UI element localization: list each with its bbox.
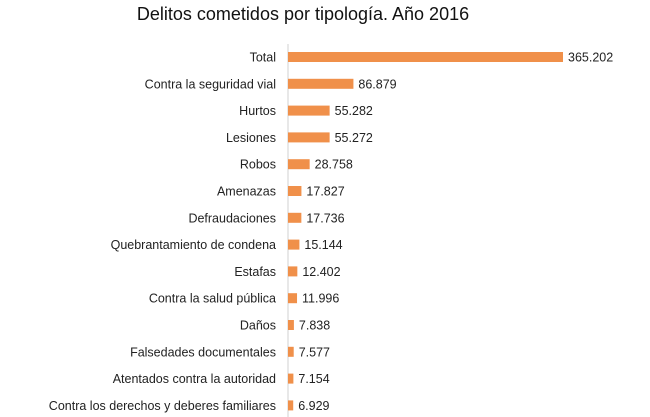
value-label-8: 12.402 [302,265,340,279]
value-labels: 365.202 86.879 55.282 55.272 28.758 17.827 17.… [298,51,613,413]
category-label-13: Contra los derechos y deberes familiares [49,399,276,413]
category-label-0: Total [250,51,276,65]
category-label-7: Quebrantamiento de condena [111,238,276,252]
bar-13 [288,400,294,411]
bar-1 [288,78,354,89]
value-label-6: 17.736 [306,211,344,225]
category-label-8: Estafas [234,265,276,279]
bar-10 [288,320,294,330]
value-label-9: 11.996 [302,292,339,306]
bars-layer [288,52,563,411]
bar-3 [288,132,330,143]
bar-9 [288,293,298,304]
value-label-1: 86.879 [358,77,396,91]
value-label-0: 365.202 [568,51,613,65]
bar-12 [288,373,294,384]
value-label-2: 55.282 [335,104,373,118]
bar-8 [288,266,298,277]
category-label-5: Amenazas [217,185,276,199]
category-label-12: Atentados contra la autoridad [113,372,276,386]
bar-7 [288,239,300,250]
bar-6 [288,212,302,223]
bar-0 [288,52,563,62]
value-label-7: 15.144 [304,238,342,252]
category-labels: Total Contra la seguridad vial Hurtos Lesio… [49,51,276,413]
category-label-11: Falsedades documentales [130,345,276,359]
category-label-4: Robos [240,158,276,172]
value-label-4: 28.758 [315,158,353,172]
chart-title: Delitos cometidos por tipología. Año 201… [136,4,470,24]
value-label-3: 55.272 [335,131,373,145]
value-label-5: 17.827 [306,185,344,199]
value-label-13: 6.929 [298,399,329,413]
bar-5 [288,186,302,196]
bar-4 [288,159,310,170]
value-label-12: 7.154 [298,372,329,386]
category-label-3: Lesiones [226,131,276,145]
category-label-9: Contra la salud pública [149,292,276,306]
value-label-10: 7.838 [299,319,330,333]
bar-2 [288,105,330,116]
category-label-1: Contra la seguridad vial [145,77,276,91]
value-label-11: 7.577 [299,345,330,359]
bar-11 [288,346,294,357]
category-label-2: Hurtos [239,104,276,118]
category-label-6: Defraudaciones [188,211,276,225]
category-label-10: Daños [240,319,276,333]
